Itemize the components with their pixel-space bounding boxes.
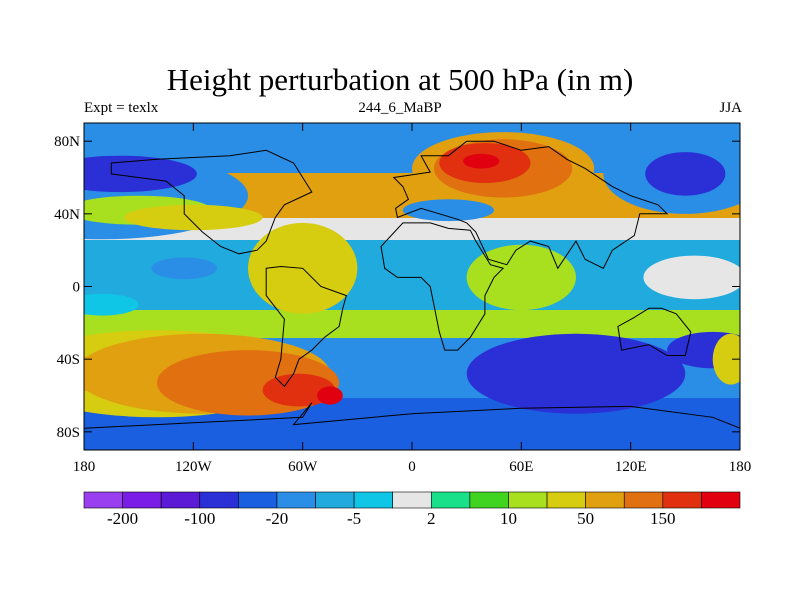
coastline-path xyxy=(110,149,313,255)
colorbar-swatch xyxy=(122,491,162,509)
lon-tick-label: 180 xyxy=(73,459,96,475)
coastline-path xyxy=(617,307,692,356)
axis-ticks: 80N 40N 0 40S 80S 180 120W 60W 0 60E 120E 180 xyxy=(54,123,751,475)
lat-tick-label: 40N xyxy=(54,207,80,223)
colorbar-label: 10 xyxy=(500,509,517,528)
coastline-path xyxy=(392,140,669,270)
lat-tick-label: 0 xyxy=(73,280,81,296)
experiment-label: Expt = texlx xyxy=(84,100,159,116)
contour-region xyxy=(84,155,197,193)
lon-tick-label: 180 xyxy=(729,459,752,475)
lat-tick-label: 80S xyxy=(57,425,80,441)
colorbar-swatch xyxy=(430,491,471,509)
contour-region xyxy=(466,244,576,311)
coastline-path xyxy=(84,402,740,450)
colorbar-swatch xyxy=(546,491,586,509)
lon-tick-label: 0 xyxy=(408,459,416,475)
colorbar: -200 -100 -20 -5 2 10 50 150 xyxy=(83,491,741,528)
colorbar-swatch xyxy=(701,491,741,509)
colorbar-swatch xyxy=(238,491,278,509)
colorbar-swatch xyxy=(469,491,509,509)
contour-region xyxy=(667,331,740,369)
contour-region xyxy=(402,199,494,222)
colorbar-swatch xyxy=(199,491,239,509)
colorbar-label: -20 xyxy=(266,509,289,528)
map-title: Height perturbation at 500 hPa (in m) xyxy=(166,62,634,97)
colorbar-swatch xyxy=(160,491,201,509)
contour-region xyxy=(317,386,343,405)
colorbar-swatch xyxy=(276,491,316,509)
contour-region xyxy=(712,333,740,385)
coastline-path xyxy=(380,222,505,351)
colorbar-swatch xyxy=(392,491,432,509)
lat-tick-label: 80N xyxy=(54,134,80,150)
colorbar-label: 150 xyxy=(650,509,676,528)
colorbar-swatch xyxy=(585,491,625,509)
contour-region xyxy=(645,152,726,196)
colorbar-swatch xyxy=(315,491,355,509)
colorbar-swatch xyxy=(508,491,548,509)
lon-tick-label: 120E xyxy=(615,459,647,475)
contour-field xyxy=(84,123,740,450)
contour-region xyxy=(463,153,500,169)
colorbar-label: 50 xyxy=(577,509,594,528)
contour-region xyxy=(84,355,115,392)
colorbar-label: -5 xyxy=(347,509,361,528)
contour-region xyxy=(124,204,263,231)
lat-tick-label: 40S xyxy=(57,352,80,368)
contour-region xyxy=(84,293,139,316)
contour-region xyxy=(643,255,740,300)
lon-tick-label: 120W xyxy=(175,459,213,475)
colorbar-swatch xyxy=(83,491,123,509)
season-label: JJA xyxy=(719,100,742,116)
colorbar-swatch xyxy=(662,491,702,509)
colorbar-label: -100 xyxy=(184,509,215,528)
lon-tick-label: 60W xyxy=(288,459,318,475)
coastline-outline xyxy=(84,140,740,450)
colorbar-label: -200 xyxy=(107,509,138,528)
contour-region xyxy=(262,373,336,407)
lon-tick-label: 60E xyxy=(509,459,533,475)
coastline-path xyxy=(265,265,348,388)
contour-region xyxy=(151,257,217,280)
colorbar-swatch xyxy=(623,491,664,509)
case-label: 244_6_MaBP xyxy=(358,100,442,116)
contour-region xyxy=(466,333,686,414)
colorbar-swatch xyxy=(353,491,394,509)
colorbar-label: 2 xyxy=(427,509,436,528)
